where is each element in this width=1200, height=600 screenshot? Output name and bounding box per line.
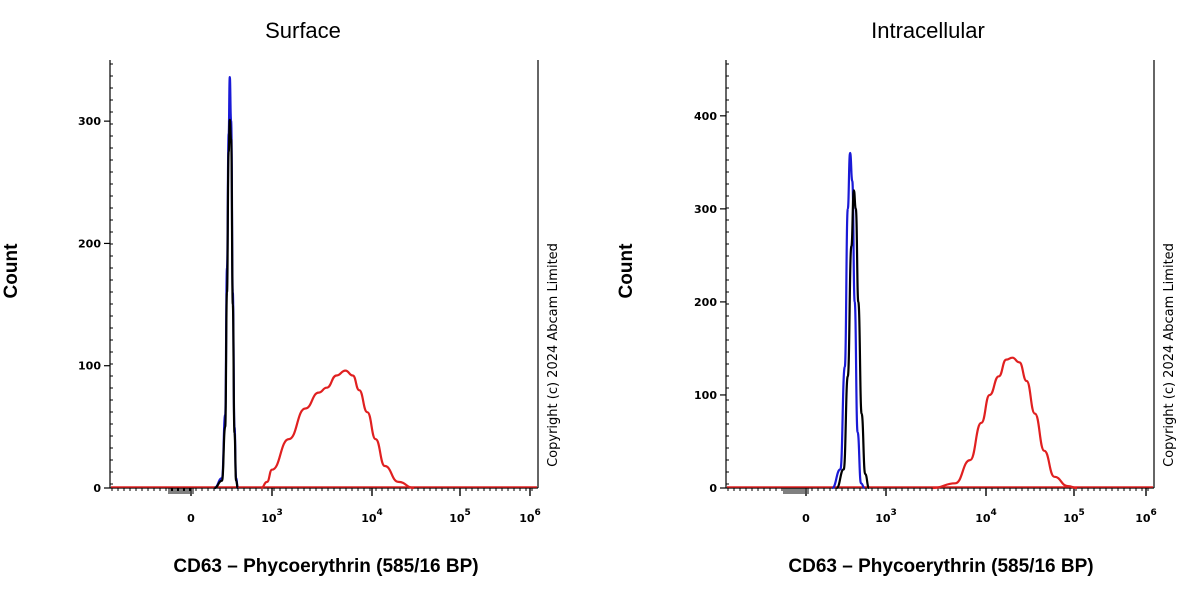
x-axis-label: CD63 – Phycoerythrin (585/16 BP) [173,556,478,577]
copyright-text: Copyright (c) 2024 Abcam Limited [1162,243,1177,467]
intracellular-histogram-panel: Intracellular Count CD63 – Phycoerythrin… [616,18,1177,577]
x-tick-label: 0 [187,512,195,525]
y-tick-label: 300 [694,203,717,216]
x-tick-exponent: 3 [891,508,897,518]
x-tick-exponent: 5 [465,508,471,518]
red-histogram-line [932,356,1078,490]
x-tick-label: 106 [519,508,541,525]
chart-title: Surface [265,18,341,43]
y-tick-label: 400 [694,110,717,123]
y-tick-label: 0 [709,482,717,495]
y-tick-label: 100 [694,389,717,402]
surface-histogram-panel: Surface Count CD63 – Phycoerythrin (585/… [1,18,561,577]
chart-title: Intracellular [871,18,985,43]
x-tick-exponent: 5 [1079,508,1085,518]
red-histogram-line [260,369,414,490]
x-tick-exponent: 4 [991,508,997,518]
x-tick-label: 103 [261,508,283,525]
y-tick-label: 0 [93,482,101,495]
black-histogram-line [214,118,239,490]
x-tick-exponent: 6 [1151,508,1157,518]
y-tick-label: 300 [78,115,101,128]
x-axis-label: CD63 – Phycoerythrin (585/16 BP) [788,556,1093,577]
y-axis-label: Count [1,243,22,299]
y-tick-label: 100 [78,360,101,373]
x-tick-exponent: 3 [277,508,283,518]
y-axis-label: Count [616,243,637,299]
x-tick-label: 104 [975,508,997,525]
x-tick-label: 104 [361,508,383,525]
x-tick-exponent: 4 [377,508,383,518]
x-tick-label: 105 [449,508,471,525]
x-tick-label: 106 [1135,508,1157,525]
x-tick-label: 105 [1063,508,1085,525]
x-tick-label: 0 [802,512,810,525]
x-tick-label: 103 [875,508,897,525]
y-tick-label: 200 [78,237,101,250]
copyright-text: Copyright (c) 2024 Abcam Limited [546,243,561,467]
blue-histogram-line [831,151,865,490]
y-tick-label: 200 [694,296,717,309]
black-histogram-line [835,189,871,490]
x-tick-exponent: 6 [535,508,541,518]
